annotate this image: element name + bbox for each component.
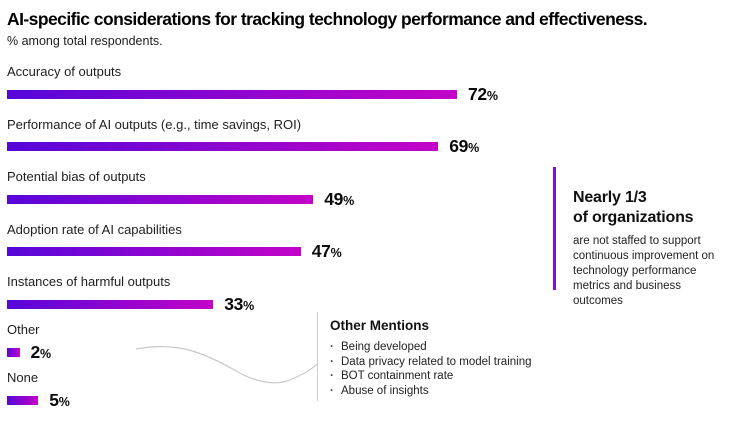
bar-track: 72% xyxy=(7,84,547,104)
page-subtitle: % among total respondents. xyxy=(7,34,163,48)
bar-value-suffix: % xyxy=(330,246,342,260)
bar-label: None xyxy=(7,370,39,385)
bar-track: 2% xyxy=(7,342,547,362)
bar-label: Other xyxy=(7,322,40,337)
bullet-dot: · xyxy=(330,384,334,397)
bar-value-suffix: % xyxy=(243,298,254,313)
page-title: AI-specific considerations for tracking … xyxy=(7,9,648,29)
bar xyxy=(7,89,457,99)
bar-value: 49% xyxy=(324,188,354,209)
bar-row: Adoption rate of AI capabilities 47% xyxy=(7,222,547,262)
other-mentions-item: · BOT containment rate xyxy=(330,369,560,384)
other-mentions-panel: Other Mentions · Being developed · Data pri… xyxy=(330,318,560,398)
bar-value: 5% xyxy=(49,389,70,410)
bullet-dot: · xyxy=(330,370,334,382)
bar-label: Potential bias of outputs xyxy=(7,169,146,184)
bar-row: Potential bias of outputs 49% xyxy=(7,169,547,209)
bar-value-suffix: % xyxy=(343,193,354,208)
other-mentions-item-text: Abuse of insights xyxy=(341,384,429,397)
bar-row: Accuracy of outputs 72% xyxy=(7,64,547,104)
bar-value: 69% xyxy=(449,136,479,156)
bar-value-suffix: % xyxy=(468,141,479,155)
bar-value: 47% xyxy=(311,241,342,261)
bar-label: Instances of harmful outputs xyxy=(7,274,171,289)
bar xyxy=(7,194,314,204)
other-mentions-list: · Being developed · Data privacy related to… xyxy=(330,340,560,398)
bar xyxy=(7,142,439,151)
callout-panel: Nearly 1/3 of organizations are not staf… xyxy=(553,167,733,309)
bar-row: Instances of harmful outputs 33% xyxy=(7,274,547,314)
bar xyxy=(7,347,20,357)
bullet-dot: · xyxy=(330,355,334,368)
bar xyxy=(7,247,301,256)
other-mentions-item-text: BOT containment rate xyxy=(341,370,454,382)
bar-track: 49% xyxy=(7,189,547,209)
callout-accent-line xyxy=(553,167,556,290)
other-mentions-item: · Abuse of insights xyxy=(330,384,560,399)
bar-row: None 5% xyxy=(7,370,547,410)
callout-body: are not staffed to support continuous im… xyxy=(573,235,715,307)
bar xyxy=(7,395,39,405)
other-mentions-heading: Other Mentions xyxy=(330,318,430,333)
bar-track: 69% xyxy=(7,136,547,157)
bar-label: Performance of AI outputs (e.g., time sa… xyxy=(7,116,302,132)
bar xyxy=(7,299,214,309)
callout-heading: Nearly 1/3 of organizations xyxy=(573,189,694,226)
other-mentions-item: · Being developed xyxy=(330,340,560,355)
bar-row: Other 2% xyxy=(7,322,547,362)
bar-value: 2% xyxy=(30,341,52,362)
bar-value-suffix: % xyxy=(486,88,498,103)
bar-track: 47% xyxy=(7,241,547,262)
bar-track: 5% xyxy=(7,390,547,410)
bar-label: Accuracy of outputs xyxy=(7,64,122,79)
bar-value: 72% xyxy=(468,83,498,104)
bar-value-suffix: % xyxy=(39,346,51,361)
other-mentions-item-text: Data privacy related to model training xyxy=(341,355,532,368)
other-mentions-divider-line xyxy=(317,312,318,401)
bar-track: 33% xyxy=(7,294,547,314)
bullet-dot: · xyxy=(330,341,334,353)
bar-chart: Accuracy of outputs 72% Performance of AI … xyxy=(7,64,547,410)
bar-label: Adoption rate of AI capabilities xyxy=(7,221,182,237)
connector-curve xyxy=(135,345,318,384)
other-mentions-item: · Data privacy related to model training xyxy=(330,355,560,370)
other-mentions-item-text: Being developed xyxy=(341,341,427,353)
bar-value: 33% xyxy=(224,293,254,314)
bar-row: Performance of AI outputs (e.g., time sa… xyxy=(7,117,547,157)
bar-value-suffix: % xyxy=(58,394,70,409)
